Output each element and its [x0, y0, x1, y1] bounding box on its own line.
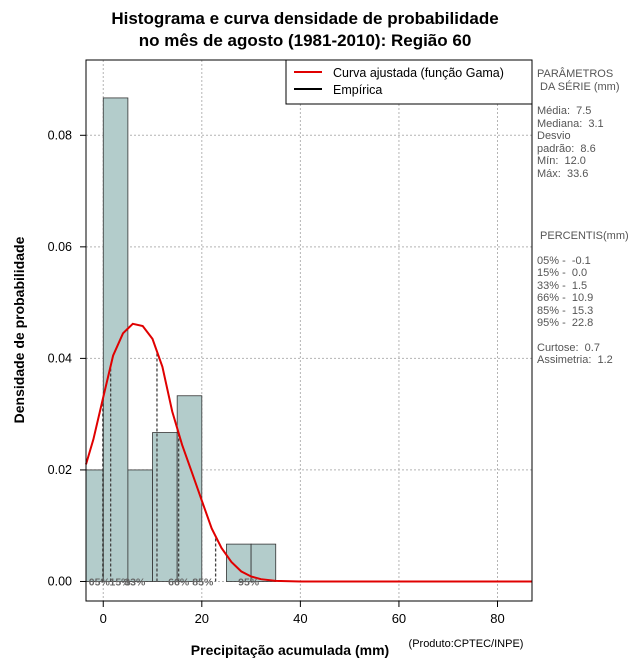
- x-tick-label: 0: [100, 611, 107, 626]
- x-tick-label: 40: [293, 611, 307, 626]
- y-tick-label: 0.06: [48, 240, 72, 254]
- stat-kurtosis: Curtose: 0.7: [537, 341, 600, 354]
- percentile-15: 15% - 0.0: [537, 267, 588, 279]
- density-curve: [85, 322, 532, 583]
- stat-stddev: padrão: 8.6: [537, 142, 596, 155]
- percentiles-title: PERCENTIS(mm): [537, 230, 629, 242]
- percentile-label: 95%: [238, 576, 260, 588]
- stat-min: Mín: 12.0: [537, 155, 586, 167]
- statistics-panel: PARÂMETROS DA SÉRIE (mm) Média: 7.5 Medi…: [537, 68, 640, 367]
- legend: Curva ajustada (função Gama) Empírica: [285, 59, 533, 105]
- chart-title: Histograma e curva densidade de probabil…: [0, 8, 610, 52]
- histogram-bars: [85, 97, 277, 582]
- fitted-gamma-curve: [85, 322, 532, 583]
- params-title-1: PARÂMETROS: [537, 68, 614, 80]
- y-axis-label: Densidade de probabilidade: [11, 236, 27, 423]
- y-tick-label: 0.02: [48, 463, 72, 477]
- stat-median: Mediana: 3.1: [537, 117, 604, 130]
- x-tick-label: 80: [490, 611, 504, 626]
- stat-mean: Média: 7.5: [537, 105, 592, 117]
- histogram-bar: [152, 432, 178, 582]
- stat-max: Máx: 33.6: [537, 167, 589, 180]
- y-tick-label: 0.00: [48, 574, 72, 588]
- legend-label-fitted: Curva ajustada (função Gama): [333, 66, 504, 80]
- histogram-bar: [250, 543, 277, 582]
- percentile-95: 95% - 22.8: [537, 317, 594, 329]
- percentile-label: 15%: [109, 576, 131, 588]
- percentile-05: 05% - -0.1: [537, 254, 591, 267]
- histogram-bar: [85, 469, 104, 582]
- percentile-labels: 05% 15%33% 66% 85% 95%: [89, 576, 260, 588]
- percentile-label: 85%: [192, 576, 214, 588]
- percentile-label: 05%: [89, 576, 111, 588]
- percentile-label: 33%: [124, 576, 146, 588]
- chart-title-line-2: no mês de agosto (1981-2010): Região 60: [138, 31, 472, 50]
- axes: 0 20 40 60 80 0.00 0.02 0.04 0.06 0.08: [48, 128, 505, 626]
- stat-stddev-label: Desvio: [537, 130, 571, 142]
- percentile-33: 33% - 1.5: [537, 279, 588, 292]
- x-axis-label: Precipitação acumulada (mm): [191, 642, 389, 658]
- credit-text: (Produto:CPTEC/INPE): [409, 638, 524, 650]
- x-tick-label: 20: [195, 611, 209, 626]
- legend-label-empirical: Empírica: [333, 83, 382, 97]
- y-tick-label: 0.04: [48, 351, 72, 365]
- y-tick-label: 0.08: [48, 128, 72, 142]
- stat-skewness: Assimetria: 1.2: [537, 354, 613, 366]
- percentile-label: 66%: [168, 576, 190, 588]
- percentile-66: 66% - 10.9: [537, 292, 594, 304]
- histogram-bar: [127, 469, 153, 582]
- params-title-2: DA SÉRIE (mm): [537, 80, 620, 93]
- chart-title-line-1: Histograma e curva densidade de probabil…: [111, 9, 499, 28]
- percentile-85: 85% - 15.3: [537, 304, 594, 317]
- percentile-lines: [102, 351, 217, 582]
- x-tick-label: 60: [392, 611, 406, 626]
- histogram-bar: [102, 97, 129, 582]
- legend-box: [285, 59, 533, 105]
